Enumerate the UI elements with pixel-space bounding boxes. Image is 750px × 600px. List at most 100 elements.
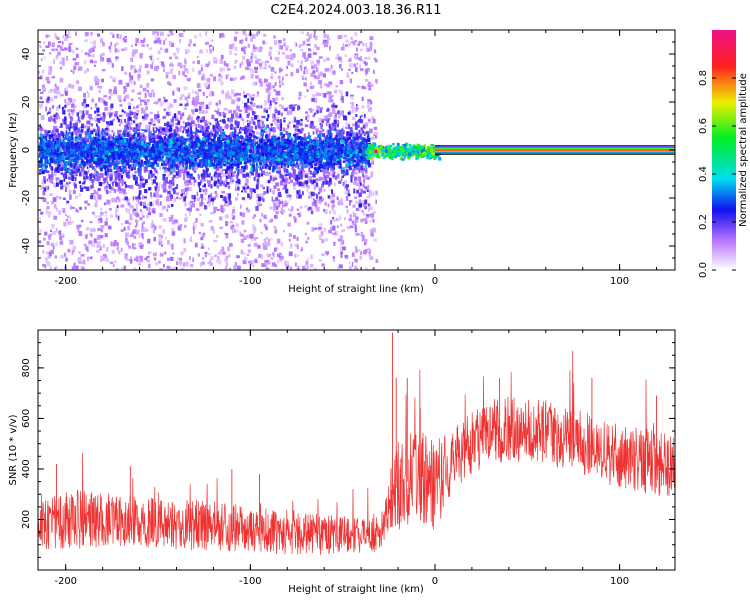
heatmap-cell (217, 172, 222, 178)
heatmap-cell (166, 181, 170, 184)
heatmap-cell (368, 163, 372, 168)
heatmap-speckle (89, 221, 93, 224)
heatmap-cell (114, 111, 118, 116)
heatmap-speckle (265, 267, 270, 270)
heatmap-speckle (364, 86, 367, 90)
heatmap-cell (59, 179, 63, 185)
heatmap-speckle (256, 33, 259, 37)
heatmap-speckle (305, 77, 307, 81)
heatmap-speckle (225, 221, 229, 227)
heatmap-speckle (245, 178, 249, 184)
heatmap-speckle (98, 234, 101, 238)
heatmap-speckle (339, 199, 342, 204)
heatmap-speckle (42, 87, 46, 92)
heatmap-speckle (336, 164, 339, 168)
heatmap-cell (194, 108, 199, 112)
heatmap-speckle (350, 41, 354, 44)
heatmap-speckle (338, 238, 342, 242)
heatmap-speckle (328, 108, 331, 111)
heatmap-speckle (278, 44, 281, 49)
heatmap-speckle (285, 181, 288, 186)
heatmap-speckle (345, 256, 349, 260)
heatmap-speckle (138, 128, 143, 132)
heatmap-cell (97, 188, 101, 191)
heatmap-cell (217, 130, 219, 134)
heatmap-cell (243, 138, 247, 141)
heatmap-speckle (235, 223, 239, 227)
heatmap-cell (219, 183, 222, 186)
heatmap-cell (120, 178, 123, 182)
heatmap-speckle (315, 128, 319, 133)
heatmap-cell (298, 106, 301, 110)
heatmap-speckle (325, 170, 329, 174)
spectrum-heatmap-marks (38, 30, 675, 270)
heatmap-speckle (276, 201, 279, 206)
heatmap-speckle (106, 247, 109, 252)
heatmap-speckle (104, 233, 108, 238)
heatmap-speckle (148, 251, 152, 254)
heatmap-speckle (189, 39, 192, 44)
heatmap-speckle (48, 97, 52, 102)
heatmap-speckle (144, 257, 148, 261)
heatmap-speckle (288, 251, 293, 257)
heatmap-speckle (264, 240, 267, 245)
heatmap-speckle (229, 77, 232, 81)
heatmap-cell (270, 127, 274, 132)
heatmap-speckle (151, 62, 154, 65)
heatmap-speckle (317, 92, 322, 96)
heatmap-speckle (329, 163, 332, 168)
heatmap-cell (362, 190, 366, 194)
heatmap-speckle (276, 96, 278, 101)
heatmap-speckle (162, 206, 167, 209)
heatmap-speckle (56, 37, 60, 40)
heatmap-cell (213, 209, 216, 214)
heatmap-speckle (68, 112, 71, 117)
heatmap-speckle (273, 247, 277, 252)
heatmap-speckle (95, 78, 100, 84)
heatmap-speckle (356, 47, 358, 52)
heatmap-speckle (277, 260, 280, 264)
heatmap-cell (105, 171, 110, 177)
heatmap-speckle (176, 87, 179, 92)
heatmap-core-cell (44, 162, 47, 166)
heatmap-speckle (105, 258, 110, 262)
heatmap-cell (191, 166, 195, 171)
heatmap-cell (228, 196, 231, 202)
heatmap-speckle (350, 36, 353, 40)
heatmap-speckle (240, 76, 243, 80)
heatmap-cell (301, 191, 304, 196)
heatmap-speckle (305, 57, 309, 62)
heatmap-speckle (310, 72, 315, 78)
heatmap-cell (116, 156, 118, 160)
heatmap-speckle (361, 209, 364, 213)
heatmap-speckle (125, 242, 128, 245)
heatmap-speckle (164, 38, 167, 41)
heatmap-cell (129, 133, 132, 139)
heatmap-speckle (330, 219, 333, 225)
heatmap-speckle (318, 226, 322, 231)
heatmap-speckle (370, 100, 373, 105)
heatmap-cell (82, 182, 86, 185)
heatmap-speckle (266, 253, 269, 257)
heatmap-cell (269, 171, 271, 175)
heatmap-cell (180, 193, 184, 197)
heatmap-speckle (302, 183, 305, 188)
heatmap-speckle (184, 213, 187, 217)
heatmap-cell (311, 97, 315, 102)
heatmap-speckle (192, 225, 195, 231)
heatmap-cell (142, 134, 145, 139)
heatmap-speckle (127, 130, 131, 133)
heatmap-cell (176, 159, 180, 165)
heatmap-cell (85, 176, 89, 179)
heatmap-cell (334, 146, 338, 152)
heatmap-speckle (103, 95, 108, 98)
heatmap-speckle (91, 118, 94, 121)
heatmap-cell (124, 127, 128, 132)
heatmap-cell (80, 129, 84, 133)
heatmap-speckle (170, 32, 174, 36)
heatmap-speckle (87, 52, 91, 57)
heatmap-speckle (93, 178, 97, 181)
heatmap-speckle (263, 223, 267, 228)
heatmap-speckle (232, 206, 235, 209)
heatmap-cell (135, 196, 139, 200)
